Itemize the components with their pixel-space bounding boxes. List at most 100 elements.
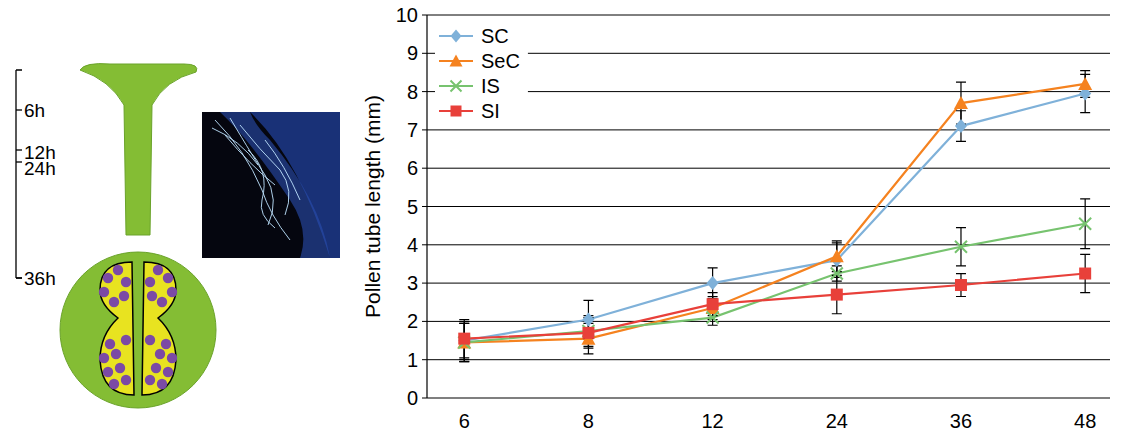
pistil-diagram: 6h12h24h36h [16, 64, 216, 408]
series [464, 94, 1085, 341]
marker [831, 289, 843, 301]
ovule [115, 363, 125, 373]
ovule [121, 277, 131, 287]
chart: 0123456789106812243648Pollen tube length… [361, 4, 1110, 432]
legend-marker [451, 81, 462, 92]
ovule [99, 353, 109, 363]
y-tick [422, 359, 427, 360]
legend-label: SI [481, 100, 500, 122]
error-bars [459, 71, 1090, 362]
error-bar [1080, 254, 1090, 292]
y-axis-title: Pollen tube length (mm) [361, 95, 384, 318]
error-bar [459, 319, 469, 357]
ovule [157, 297, 167, 307]
series-markers [458, 268, 1091, 345]
time-tick [16, 149, 22, 150]
grid-line [427, 359, 1110, 360]
legend-bg [435, 21, 528, 127]
grid-line [427, 206, 1110, 207]
legend: SC SeC IS SI [435, 21, 528, 127]
error-bar [1080, 199, 1090, 249]
ovule [103, 367, 113, 377]
y-tick [422, 53, 427, 54]
ovule [163, 273, 173, 283]
marker [830, 249, 844, 262]
y-tick-label: 10 [396, 4, 418, 26]
marker [955, 119, 967, 133]
marker [707, 276, 719, 290]
tissue [220, 112, 330, 258]
ovule [111, 349, 121, 359]
pollen-tube [248, 150, 275, 228]
series [464, 274, 1085, 339]
y-tick [422, 129, 427, 130]
y-tick [422, 398, 427, 399]
micrograph-bg [202, 112, 340, 258]
error-bars [459, 199, 1090, 362]
error-bar [583, 323, 593, 354]
legend-label: SeC [481, 50, 520, 72]
x-tick-label: 6 [459, 410, 470, 432]
grid-line [427, 244, 1110, 245]
y-tick-label: 3 [407, 272, 418, 294]
x-tick-label: 24 [826, 410, 848, 432]
error-bar [832, 275, 842, 313]
y-axis [426, 15, 427, 398]
error-bars [459, 254, 1090, 357]
series-line [464, 84, 1085, 343]
series-line [464, 224, 1085, 343]
grid-line [427, 129, 1110, 130]
series-markers [457, 77, 1092, 349]
grid-line [427, 15, 1110, 16]
y-tick-label: 1 [407, 349, 418, 371]
ovule [155, 349, 165, 359]
ovule [105, 339, 115, 349]
grid-line [427, 168, 1110, 169]
series [464, 84, 1085, 343]
series-markers [458, 87, 1091, 348]
time-label: 36h [24, 268, 56, 289]
marker [707, 312, 719, 324]
y-tick [422, 244, 427, 245]
x-tick-label: 8 [583, 410, 594, 432]
figure: 6h12h24h36h0123456789106812243648Pollen … [0, 0, 1137, 436]
marker [831, 268, 843, 280]
marker [955, 279, 967, 291]
y-tick-label: 7 [407, 119, 418, 141]
series [464, 224, 1085, 343]
micrograph [202, 112, 340, 258]
stigma-style [80, 64, 197, 235]
pollen-tube [215, 120, 290, 240]
x-axis [427, 397, 1110, 398]
y-tick [422, 91, 427, 92]
time-tick [16, 161, 22, 162]
grid-line [427, 91, 1110, 92]
ovule [167, 287, 177, 297]
grid-line [427, 53, 1110, 54]
pollen-tube [212, 128, 258, 165]
time-tick [16, 277, 22, 278]
error-bars [459, 74, 1090, 359]
marker [1079, 218, 1091, 230]
legend-label: SC [481, 25, 509, 47]
ovule [145, 375, 155, 385]
time-tick [16, 109, 22, 110]
y-tick-label: 2 [407, 310, 418, 332]
ovule [147, 291, 157, 301]
ovule [151, 363, 161, 373]
legend-label: IS [481, 75, 500, 97]
x-tick-label: 36 [950, 410, 972, 432]
ovule [121, 335, 131, 345]
ovule [161, 339, 171, 349]
marker [1079, 268, 1091, 280]
locule [142, 262, 176, 395]
grid-line [427, 283, 1110, 284]
ovule [121, 375, 131, 385]
y-tick-label: 8 [407, 81, 418, 103]
legend-marker [451, 30, 462, 43]
error-bar [956, 274, 966, 297]
marker [458, 334, 470, 348]
y-tick [422, 15, 427, 16]
pollen-tube [265, 140, 300, 200]
marker [1078, 77, 1092, 90]
